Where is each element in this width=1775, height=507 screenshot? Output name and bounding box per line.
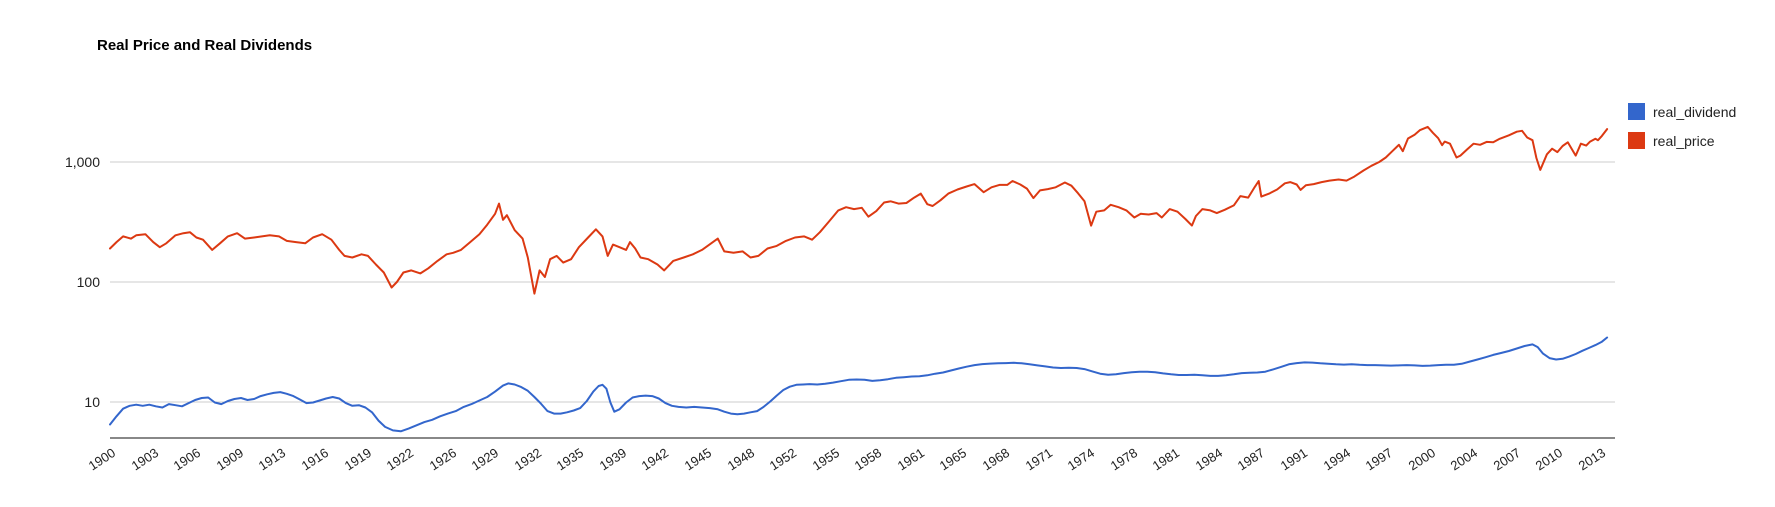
legend-swatch-real-price <box>1628 132 1645 149</box>
gridlines <box>110 161 1615 403</box>
chart-title: Real Price and Real Dividends <box>97 37 313 54</box>
series-line-real_dividend <box>109 336 1609 433</box>
legend: real_dividend real_price <box>1628 101 1736 159</box>
y-tick-label: 10 <box>84 394 100 410</box>
y-tick-label: 100 <box>76 274 100 290</box>
legend-label-real-price: real_price <box>1653 132 1715 149</box>
series-line-real_price <box>109 125 1609 295</box>
legend-item-real-dividend[interactable]: real_dividend <box>1628 101 1736 122</box>
series-lines <box>109 125 1609 433</box>
y-tick-label: 1,000 <box>64 154 100 170</box>
legend-item-real-price[interactable]: real_price <box>1628 130 1736 151</box>
legend-swatch-real-dividend <box>1628 103 1645 120</box>
legend-label-real-dividend: real_dividend <box>1653 103 1737 120</box>
